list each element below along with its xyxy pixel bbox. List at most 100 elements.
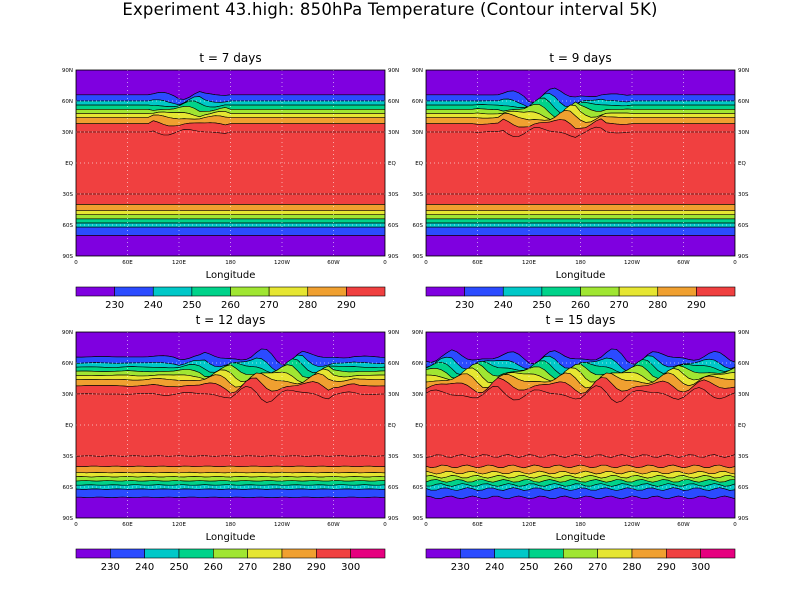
x-tick-6: 0 bbox=[733, 260, 737, 266]
y-tick-right-5: 60S bbox=[388, 485, 399, 491]
band-south-0 bbox=[426, 495, 735, 518]
panel-2: t = 9 days 90N 90N 60N 60N 30N 30N EQ EQ 30S 30S 60… bbox=[412, 51, 749, 311]
y-tick-left-1: 60N bbox=[412, 361, 423, 367]
colorbar: 230 240 250 260 270 280 290 300 bbox=[75, 548, 386, 573]
colorbar-swatch-3 bbox=[178, 548, 214, 559]
y-tick-right-0: 90N bbox=[738, 330, 749, 336]
band-south-7 bbox=[76, 193, 385, 205]
y-tick-right-2: 30N bbox=[388, 130, 399, 136]
x-tick-2: 120E bbox=[172, 522, 186, 528]
panel-title: t = 15 days bbox=[546, 313, 616, 327]
band-north-7 bbox=[76, 377, 385, 403]
temperature-field bbox=[76, 332, 385, 518]
y-tick-left-6: 90S bbox=[63, 516, 74, 522]
x-tick-3: 180 bbox=[575, 260, 586, 266]
colorbar: 230 240 250 260 270 280 290 300 bbox=[425, 548, 736, 573]
colorbar-swatch-1 bbox=[110, 548, 145, 559]
y-tick-left-2: 30N bbox=[62, 130, 73, 136]
y-tick-left-0: 90N bbox=[62, 330, 73, 336]
x-tick-4: 120W bbox=[624, 260, 640, 266]
y-tick-right-1: 60N bbox=[388, 361, 399, 367]
x-tick-1: 60E bbox=[472, 260, 483, 266]
y-tick-right-4: 30S bbox=[738, 454, 749, 460]
colorbar-label-3: 260 bbox=[221, 300, 240, 311]
y-tick-left-2: 30N bbox=[412, 130, 423, 136]
colorbar-label-5: 280 bbox=[298, 300, 317, 311]
colorbar-swatch-7 bbox=[316, 548, 351, 559]
colorbar-swatch-3 bbox=[191, 286, 231, 297]
y-tick-right-2: 30N bbox=[738, 392, 749, 398]
y-tick-left-6: 90S bbox=[413, 516, 424, 522]
y-tick-left-0: 90N bbox=[412, 68, 423, 74]
colorbar-label-0: 230 bbox=[455, 300, 474, 311]
gridlines bbox=[426, 70, 735, 256]
colorbar-label-6: 290 bbox=[657, 562, 676, 573]
colorbar-swatch-5 bbox=[597, 548, 633, 559]
x-tick-2: 120E bbox=[522, 522, 536, 528]
colorbar-label-7: 300 bbox=[341, 562, 360, 573]
x-tick-6: 0 bbox=[383, 260, 387, 266]
panel-title: t = 9 days bbox=[549, 51, 611, 65]
y-tick-right-1: 60N bbox=[388, 99, 399, 105]
colorbar-label-1: 240 bbox=[485, 562, 504, 573]
y-tick-right-3: EQ bbox=[388, 161, 396, 167]
colorbar-label-4: 270 bbox=[588, 562, 607, 573]
colorbar: 230 240 250 260 270 280 290 bbox=[75, 286, 386, 311]
colorbar-swatch-0 bbox=[75, 286, 115, 297]
colorbar-swatch-6 bbox=[307, 286, 347, 297]
colorbar-label-1: 240 bbox=[144, 300, 163, 311]
y-tick-left-3: EQ bbox=[415, 161, 423, 167]
colorbar-swatch-5 bbox=[268, 286, 309, 297]
x-tick-4: 120W bbox=[624, 522, 640, 528]
colorbar-swatch-2 bbox=[494, 548, 530, 559]
y-tick-right-4: 30S bbox=[738, 192, 749, 198]
colorbar-label-1: 240 bbox=[135, 562, 154, 573]
y-tick-right-1: 60N bbox=[738, 361, 749, 367]
y-tick-left-5: 60S bbox=[63, 223, 74, 229]
colorbar-swatch-6 bbox=[631, 548, 667, 559]
colorbar-label-2: 250 bbox=[532, 300, 551, 311]
panel-4: t = 15 days 90N 90N 60N 60N 30N 30N EQ EQ 30S 30S 6… bbox=[412, 313, 749, 573]
colorbar: 230 240 250 260 270 280 290 bbox=[425, 286, 736, 311]
colorbar-label-3: 260 bbox=[204, 562, 223, 573]
x-tick-5: 60W bbox=[677, 522, 690, 528]
colorbar-label-0: 230 bbox=[105, 300, 124, 311]
colorbar-label-0: 230 bbox=[101, 562, 120, 573]
colorbar-label-5: 280 bbox=[622, 562, 641, 573]
band-south-6 bbox=[426, 204, 735, 211]
y-tick-left-3: EQ bbox=[65, 423, 73, 429]
colorbar-swatch-0 bbox=[425, 286, 465, 297]
x-tick-4: 120W bbox=[274, 260, 290, 266]
colorbar-swatch-4 bbox=[230, 286, 270, 297]
band-south-7 bbox=[426, 454, 735, 469]
colorbar-swatch-6 bbox=[657, 286, 697, 297]
colorbar-label-4: 270 bbox=[610, 300, 629, 311]
y-tick-left-5: 60S bbox=[63, 485, 74, 491]
x-axis-label: Longitude bbox=[556, 270, 606, 281]
y-tick-right-1: 60N bbox=[738, 99, 749, 105]
colorbar-label-4: 270 bbox=[260, 300, 279, 311]
colorbar-swatch-7 bbox=[346, 286, 386, 297]
y-tick-right-5: 60S bbox=[738, 485, 749, 491]
x-tick-0: 0 bbox=[424, 260, 428, 266]
x-tick-3: 180 bbox=[225, 522, 236, 528]
y-tick-right-0: 90N bbox=[388, 330, 399, 336]
y-tick-right-4: 30S bbox=[388, 454, 399, 460]
y-tick-right-0: 90N bbox=[388, 68, 399, 74]
colorbar-label-7: 300 bbox=[691, 562, 710, 573]
y-tick-left-4: 30S bbox=[413, 454, 424, 460]
panel-1: t = 7 days 90N 90N 60N 60N 30N 30N EQ EQ 30S 30S 60… bbox=[62, 51, 399, 311]
y-tick-right-2: 30N bbox=[738, 130, 749, 136]
x-tick-4: 120W bbox=[274, 522, 290, 528]
panel-3: t = 12 days 90N 90N 60N 60N 30N 30N EQ EQ 30S 30S 6… bbox=[62, 313, 399, 573]
y-tick-right-5: 60S bbox=[388, 223, 399, 229]
x-tick-0: 0 bbox=[74, 522, 78, 528]
temperature-field bbox=[76, 70, 385, 256]
y-tick-left-4: 30S bbox=[63, 192, 74, 198]
colorbar-label-0: 230 bbox=[451, 562, 470, 573]
band-south-7 bbox=[426, 193, 735, 205]
colorbar-swatch-2 bbox=[502, 286, 543, 297]
colorbar-swatch-2 bbox=[144, 548, 180, 559]
y-tick-right-6: 90S bbox=[388, 516, 399, 522]
colorbar-swatch-1 bbox=[464, 286, 504, 297]
